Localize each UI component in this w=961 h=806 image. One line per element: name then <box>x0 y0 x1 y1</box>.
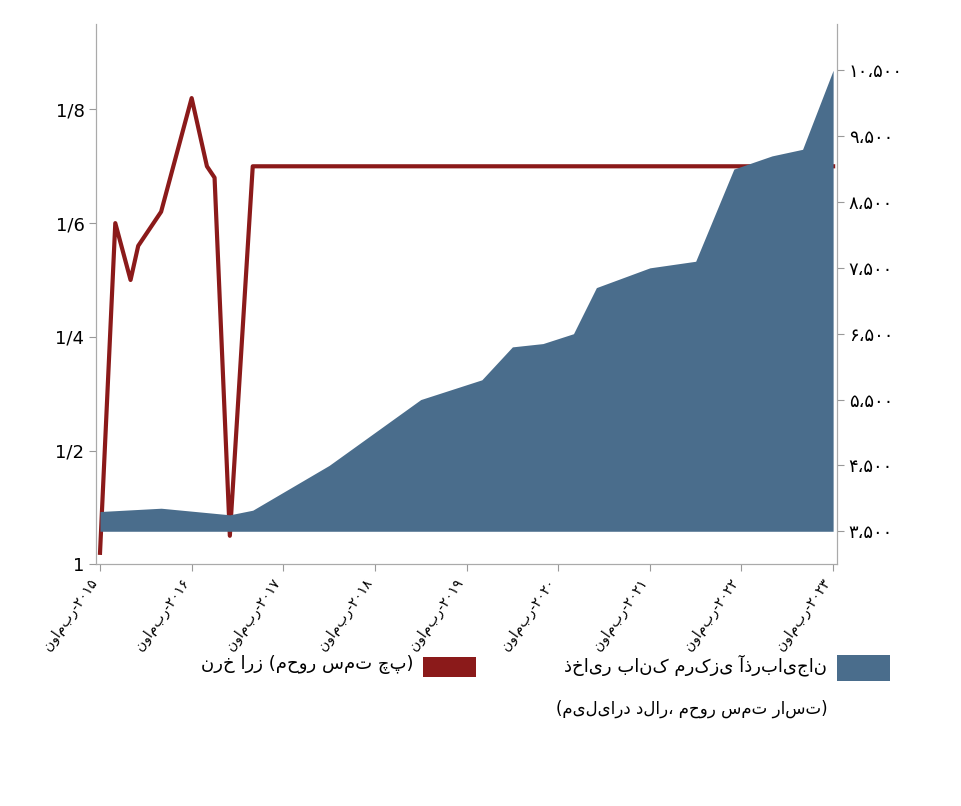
Text: ذخایر بانک مرکزی آذربایجان: ذخایر بانک مرکزی آذربایجان <box>564 654 826 675</box>
Text: نرخ ارز (محور سمت چپ): نرخ ارز (محور سمت چپ) <box>201 655 413 675</box>
Text: (میلیارد دلار، محور سمت راست): (میلیارد دلار، محور سمت راست) <box>555 700 826 718</box>
